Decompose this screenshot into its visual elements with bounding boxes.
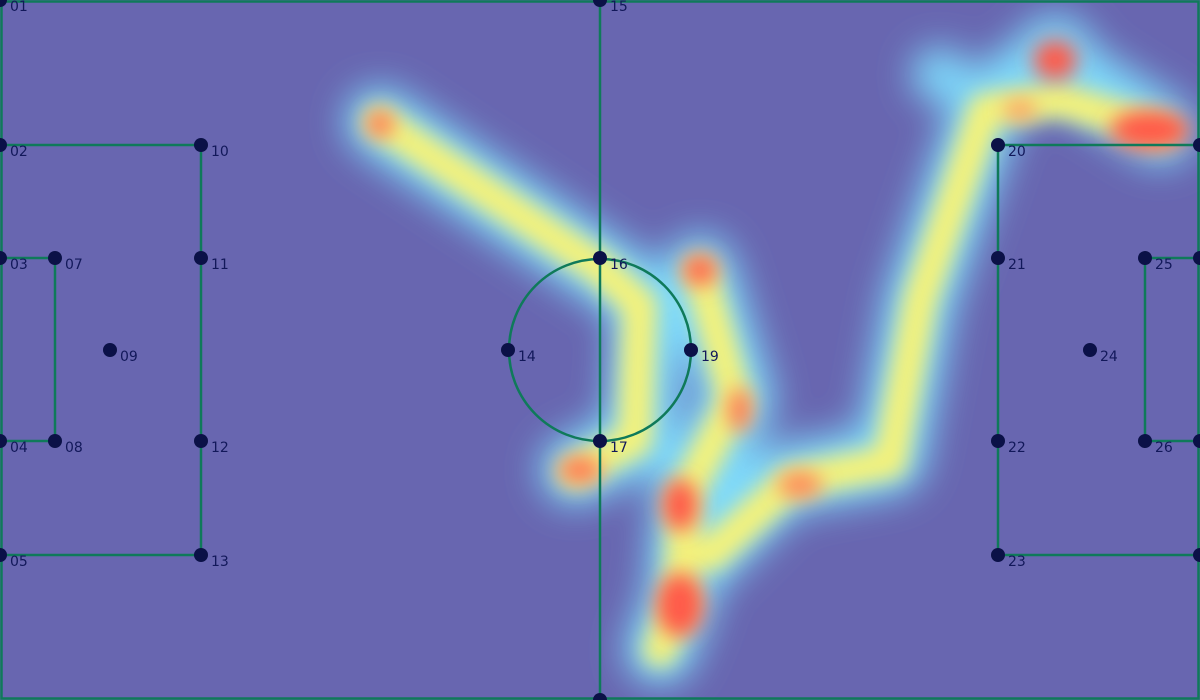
- point-marker-23: [991, 548, 1005, 562]
- point-marker-09: [103, 343, 117, 357]
- point-marker-12: [194, 434, 208, 448]
- edge-point-marker: [1193, 251, 1200, 265]
- point-label-15: 15: [610, 0, 628, 15]
- point-label-16: 16: [610, 257, 628, 273]
- point-label-21: 21: [1008, 257, 1026, 273]
- right-penalty-box: [996, 143, 1200, 557]
- point-marker-17: [593, 434, 607, 448]
- point-marker-11: [194, 251, 208, 265]
- point-label-10: 10: [211, 144, 229, 160]
- point-marker-13: [194, 548, 208, 562]
- point-label-26: 26: [1155, 440, 1173, 456]
- point-marker-08: [48, 434, 62, 448]
- left-penalty-box: [0, 143, 203, 557]
- point-label-01: 01: [10, 0, 28, 15]
- edge-point-marker: [1193, 548, 1200, 562]
- point-label-20: 20: [1008, 144, 1026, 160]
- point-label-07: 07: [65, 257, 83, 273]
- point-marker-07: [48, 251, 62, 265]
- point-label-22: 22: [1008, 440, 1026, 456]
- point-label-13: 13: [211, 554, 229, 570]
- point-marker-15: [593, 0, 607, 7]
- point-marker-24: [1083, 343, 1097, 357]
- point-label-17: 17: [610, 440, 628, 456]
- point-marker-02: [0, 138, 7, 152]
- point-marker-16: [593, 251, 607, 265]
- point-label-04: 04: [10, 440, 28, 456]
- point-label-02: 02: [10, 144, 28, 160]
- point-label-19: 19: [701, 349, 719, 365]
- point-label-05: 05: [10, 554, 28, 570]
- edge-point-marker: [1193, 434, 1200, 448]
- point-marker-04: [0, 434, 7, 448]
- point-label-08: 08: [65, 440, 83, 456]
- right-goal-box: [1143, 256, 1200, 443]
- point-label-12: 12: [211, 440, 229, 456]
- point-marker-25: [1138, 251, 1152, 265]
- point-label-25: 25: [1155, 257, 1173, 273]
- point-marker-14: [501, 343, 515, 357]
- point-label-24: 24: [1100, 349, 1118, 365]
- point-label-14: 14: [518, 349, 536, 365]
- point-marker-03: [0, 251, 7, 265]
- edge-point-marker: [593, 693, 607, 700]
- point-label-23: 23: [1008, 554, 1026, 570]
- point-marker-05: [0, 548, 7, 562]
- point-marker-26: [1138, 434, 1152, 448]
- point-marker-19: [684, 343, 698, 357]
- edge-point-marker: [1193, 138, 1200, 152]
- point-label-11: 11: [211, 257, 229, 273]
- heatmap-layer: [345, 15, 1195, 685]
- point-label-03: 03: [10, 257, 28, 273]
- point-marker-22: [991, 434, 1005, 448]
- point-label-09: 09: [120, 349, 138, 365]
- heat-hotspots: [366, 40, 1190, 637]
- point-marker-10: [194, 138, 208, 152]
- left-goal-box: [0, 256, 57, 443]
- point-marker-20: [991, 138, 1005, 152]
- point-marker-01: [0, 0, 7, 7]
- point-marker-21: [991, 251, 1005, 265]
